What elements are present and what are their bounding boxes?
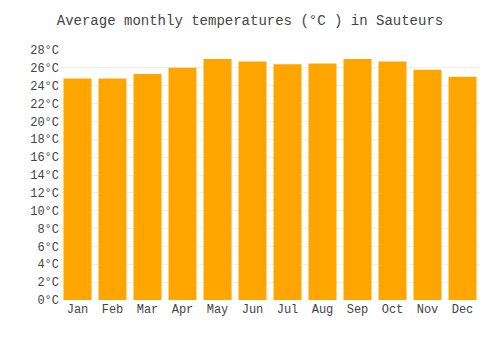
svg-text:Oct: Oct bbox=[382, 303, 404, 317]
svg-text:0°C: 0°C bbox=[37, 294, 59, 308]
svg-text:22°C: 22°C bbox=[30, 98, 59, 112]
svg-text:Jun: Jun bbox=[242, 303, 264, 317]
svg-text:16°C: 16°C bbox=[30, 151, 59, 165]
svg-text:May: May bbox=[207, 303, 229, 317]
svg-text:Jul: Jul bbox=[277, 303, 299, 317]
svg-text:Dec: Dec bbox=[452, 303, 474, 317]
svg-text:Nov: Nov bbox=[417, 303, 439, 317]
svg-text:Average monthly temperatures (: Average monthly temperatures (°C ) in Sa… bbox=[57, 13, 443, 29]
svg-text:Sep: Sep bbox=[347, 303, 369, 317]
svg-text:8°C: 8°C bbox=[37, 223, 59, 237]
svg-text:Mar: Mar bbox=[137, 303, 159, 317]
svg-text:Jan: Jan bbox=[67, 303, 89, 317]
svg-text:6°C: 6°C bbox=[37, 241, 59, 255]
svg-text:14°C: 14°C bbox=[30, 169, 59, 183]
svg-text:18°C: 18°C bbox=[30, 133, 59, 147]
svg-text:Apr: Apr bbox=[172, 303, 194, 317]
svg-text:10°C: 10°C bbox=[30, 205, 59, 219]
svg-text:26°C: 26°C bbox=[30, 62, 59, 76]
svg-text:Aug: Aug bbox=[312, 303, 334, 317]
svg-text:Feb: Feb bbox=[102, 303, 124, 317]
svg-text:24°C: 24°C bbox=[30, 80, 59, 94]
svg-text:2°C: 2°C bbox=[37, 276, 59, 290]
svg-text:12°C: 12°C bbox=[30, 187, 59, 201]
svg-text:28°C: 28°C bbox=[30, 44, 59, 58]
svg-text:20°C: 20°C bbox=[30, 116, 59, 130]
svg-text:4°C: 4°C bbox=[37, 258, 59, 272]
